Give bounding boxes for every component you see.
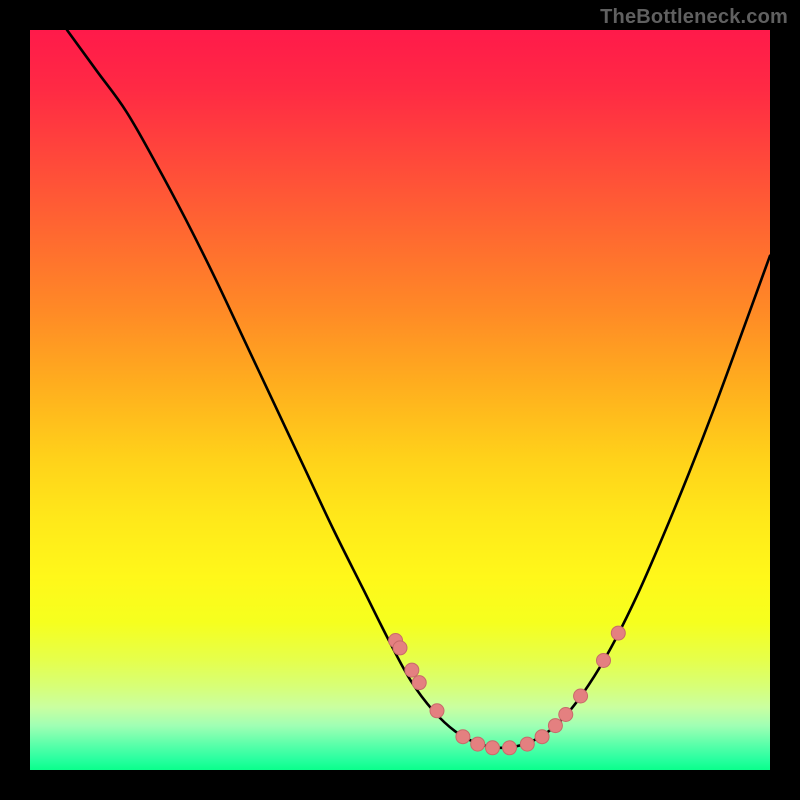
data-marker [456,730,470,744]
data-marker [486,741,500,755]
data-marker [597,653,611,667]
data-marker [559,708,573,722]
data-marker [430,704,444,718]
data-marker [574,689,588,703]
data-marker [471,737,485,751]
figure-container: { "watermark": { "text": "TheBottleneck.… [0,0,800,800]
data-marker [520,737,534,751]
data-marker [535,730,549,744]
data-marker [611,626,625,640]
data-marker [412,676,426,690]
data-marker [503,741,517,755]
data-marker [405,663,419,677]
chart-plot [30,30,770,770]
data-marker [393,641,407,655]
data-marker [548,719,562,733]
plot-background [30,30,770,770]
watermark-text: TheBottleneck.com [600,6,788,29]
